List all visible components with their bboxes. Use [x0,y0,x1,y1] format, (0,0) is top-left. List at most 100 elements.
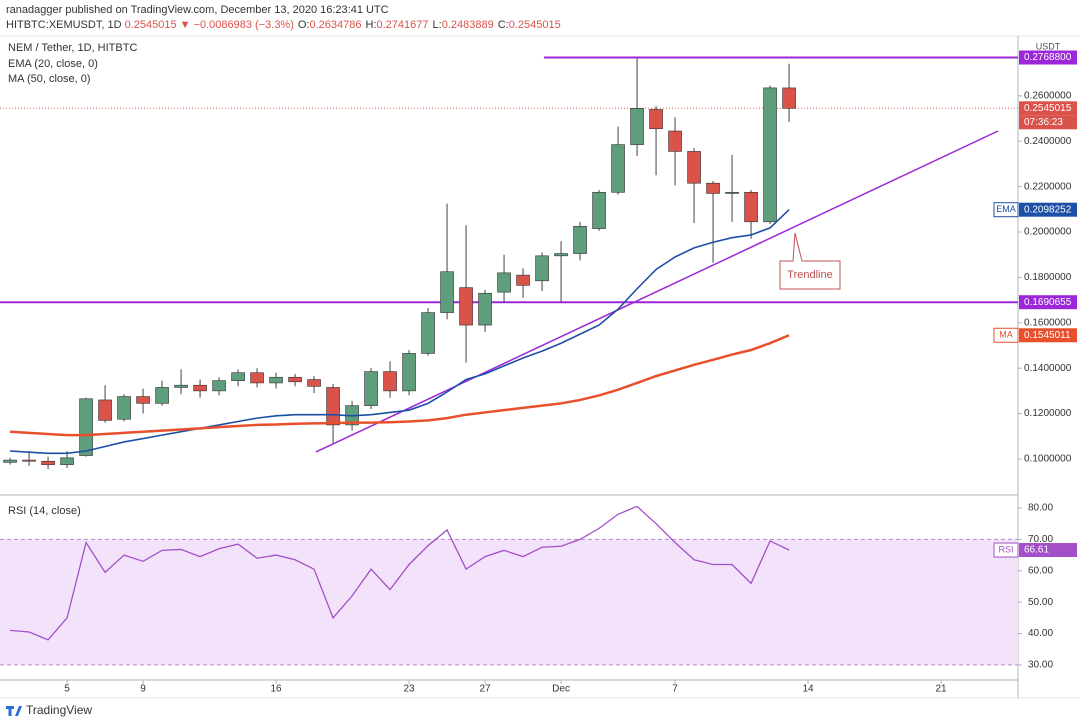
y-tick-label: 0.1000000 [1024,454,1072,465]
candle-body [288,376,302,383]
candle-body [41,460,55,465]
ohlc-label: O: [298,19,310,31]
candle-body [136,396,150,404]
last-price-label: 0.2545015 [1024,103,1072,114]
x-tick-label: 5 [64,684,70,695]
x-tick-label: 21 [935,684,947,695]
band [0,539,1018,665]
annotation: Trendline [787,269,832,281]
candle-body [421,312,435,354]
candle-body [212,380,226,392]
candle-body [440,271,454,313]
candle-body [535,255,549,282]
pane-title: RSI (14, close) [8,505,81,517]
candle-body [782,87,796,109]
change: 0.2545015 ▼ −0.0086983 (−3.3%) [125,19,294,31]
candle-body [592,191,606,229]
symbol-line: HITBTC:XEMUSDT, 1D 0.2545015 ▼ −0.008698… [6,19,561,31]
level-label: 0.1690655 [1024,297,1072,308]
candle-body [497,272,511,293]
x-tick-label: 23 [403,684,415,695]
currency: USDT [1036,41,1061,51]
indicator-tag: MA [999,330,1013,340]
ohlc-value: 0.2634786 [310,19,362,31]
ohlc-label: L: [433,19,442,31]
candle-body [706,182,720,194]
candle-body [3,459,17,463]
ohlc-label: C: [498,19,509,31]
y-tick-label: 0.1800000 [1024,272,1072,283]
y-tick-label: 0.2200000 [1024,181,1072,192]
y-tick-label: 50.00 [1028,597,1053,608]
last-price-label-bg [1019,101,1077,116]
candle-body [725,191,739,194]
y-tick-label: 40.00 [1028,628,1053,639]
indicator-tag: RSI [998,544,1013,554]
x-tick-label: 9 [140,684,146,695]
candle-body [250,372,264,384]
indicator-tag-bg [993,542,1019,558]
legend-item: MA (50, close, 0) [8,73,91,85]
ohlc-value: 0.2483889 [442,19,494,31]
candle-body [383,371,397,392]
indicator-value: 66.61 [1024,545,1049,556]
candle-body [79,398,93,456]
y-tick-label: 0.1200000 [1024,408,1072,419]
candle-body [307,379,321,387]
countdown-bg [1019,115,1077,130]
published: ranadagger published on TradingView.com,… [6,4,389,16]
candle-body [478,292,492,326]
indicator-value: 0.1545011 [1024,330,1071,341]
level-label-bg [1019,50,1077,65]
rsi-line [10,505,790,641]
candle-body [364,371,378,406]
x-tick-label: 14 [802,684,814,695]
logo [6,706,22,716]
y-tick-label: 30.00 [1028,660,1053,671]
y-tick-label: 60.00 [1028,565,1053,576]
symbol: HITBTC:XEMUSDT, 1D [6,19,122,31]
y-tick-label: 0.2600000 [1024,90,1072,101]
candle-body [117,396,131,420]
level-label-bg [1019,295,1077,310]
candle-body [573,226,587,254]
x-tick-label: 27 [479,684,491,695]
y-tick-label: 0.2400000 [1024,136,1072,147]
countdown: 07:36:23 [1024,117,1063,128]
candle-body [744,191,758,223]
indicator-tag-bg [993,327,1019,343]
candle-body [459,287,473,326]
indicator-tag-bg [993,202,1019,218]
candle-body [554,253,568,257]
ohlc-value: 0.2741677 [377,19,429,31]
y-tick-label: 80.00 [1028,503,1053,514]
indicator-value-bg [1019,328,1077,343]
candle-body [611,144,625,193]
candle-body [516,274,530,286]
indicator-value: 0.2098252 [1024,204,1072,215]
trendline [315,130,999,453]
level-label: 0.2768800 [1024,52,1072,63]
footer-brand: TradingView [26,703,92,717]
indicator-line [10,209,790,455]
candle-body [269,376,283,384]
indicator-value-bg [1019,543,1077,558]
candle-body [763,87,777,223]
candle-body [60,457,74,465]
candle-body [326,387,340,426]
ohlc-label: H: [366,19,377,31]
y-tick-label: 70.00 [1028,534,1053,545]
candle-body [402,353,416,392]
candle-body [649,109,663,130]
candle-body [155,387,169,404]
ohlc-value: 0.2545015 [509,19,561,31]
candle-body [668,130,682,152]
x-tick-label: 16 [271,684,283,695]
candle-body [193,384,207,392]
pane-title: NEM / Tether, 1D, HITBTC [8,42,137,54]
y-tick-label: 0.1400000 [1024,363,1072,374]
y-tick-label: 0.2000000 [1024,227,1072,238]
annotation-callout [779,232,841,290]
legend-item: EMA (20, close, 0) [8,58,98,70]
